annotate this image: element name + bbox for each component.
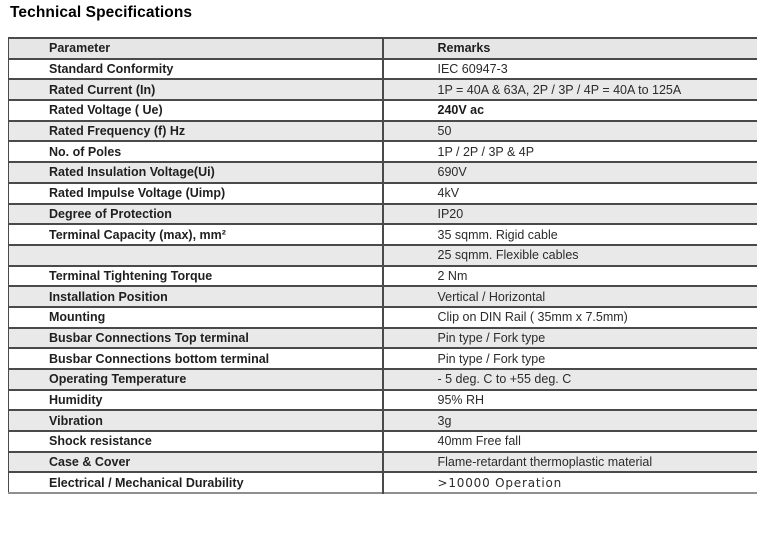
parameter-cell: Mounting: [8, 306, 384, 328]
table-row: Rated Insulation Voltage(Ui) 690V: [8, 162, 757, 183]
parameter-cell: Standard Conformity: [8, 58, 384, 80]
table-row: Vibration 3g: [8, 410, 757, 432]
table-row: Busbar Connections bottom terminal Pin ty…: [8, 348, 757, 369]
parameter-cell: Rated Insulation Voltage(Ui): [8, 162, 384, 183]
parameter-cell: Installation Position: [8, 286, 384, 307]
remark-cell: 690V: [437, 165, 467, 180]
table-row: Terminal Tightening Torque 2 Nm: [8, 265, 757, 287]
remark-cell: Clip on DIN Rail ( 35mm x 7.5mm): [437, 310, 628, 325]
parameter-cell: Humidity: [8, 389, 384, 411]
parameter-cell: Rated Impulse Voltage (Uimp): [8, 182, 384, 204]
parameter-cell: Operating Temperature: [8, 369, 384, 390]
table-row: Rated Impulse Voltage (Uimp) 4kV: [8, 182, 757, 204]
table-row: Rated Voltage ( Ue) 240V ac: [8, 100, 757, 121]
specifications-table: Parameter Remarks Standard Conformity IEC…: [8, 37, 757, 495]
parameter-cell: Electrical / Mechanical Durability: [8, 472, 384, 494]
column-header-parameter: Parameter: [8, 38, 384, 59]
remark-cell: - 5 deg. C to +55 deg. C: [437, 372, 572, 387]
page-title: Technical Specifications: [10, 4, 193, 21]
table-header-row: Parameter Remarks: [8, 38, 757, 59]
table-row: 25 sqmm. Flexible cables: [8, 244, 757, 266]
remark-cell: Pin type / Fork type: [437, 330, 546, 345]
parameter-cell: [8, 244, 384, 266]
table-row: Installation Position Vertical / Horizont…: [8, 286, 757, 307]
parameter-cell: Rated Frequency (f) Hz: [8, 120, 384, 142]
remark-cell: 50: [437, 124, 452, 139]
remark-cell: IP20: [437, 206, 464, 221]
remark-cell: 40mm Free fall: [437, 434, 521, 449]
remark-cell: Flame-retardant thermoplastic material: [437, 455, 653, 470]
parameter-cell: Degree of Protection: [8, 203, 384, 225]
parameter-cell: Shock resistance: [8, 431, 384, 452]
remark-cell: 2 Nm: [437, 268, 468, 283]
remark-cell: 3g: [437, 413, 452, 428]
table-row: Humidity 95% RH: [8, 389, 757, 411]
remark-cell: 1P / 2P / 3P & 4P: [437, 144, 535, 159]
remark-cell: >10000 Operation: [437, 475, 563, 490]
column-header-remarks: Remarks: [437, 41, 491, 56]
parameter-cell: Terminal Tightening Torque: [8, 265, 384, 287]
parameter-cell: No. of Poles: [8, 141, 384, 163]
parameter-cell: Busbar Connections bottom terminal: [8, 348, 384, 369]
table-row: Terminal Capacity (max), mm² 35 sqmm. Rig…: [8, 224, 757, 245]
remark-cell: Vertical / Horizontal: [437, 289, 546, 304]
remark-cell: 25 sqmm. Flexible cables: [437, 248, 579, 263]
table-row: Operating Temperature - 5 deg. C to +55 d…: [8, 369, 757, 390]
remark-cell: Pin type / Fork type: [437, 351, 546, 366]
remark-cell: 35 sqmm. Rigid cable: [437, 227, 558, 242]
spec-table-body: Standard Conformity IEC 60947-3 Rated Curr…: [8, 58, 757, 494]
remark-cell: IEC 60947-3: [437, 62, 508, 77]
parameter-cell: Vibration: [8, 410, 384, 432]
table-row: Degree of Protection IP20: [8, 203, 757, 225]
parameter-cell: Rated Voltage ( Ue): [8, 100, 384, 121]
table-row: Standard Conformity IEC 60947-3: [8, 58, 757, 80]
table-row: Busbar Connections Top terminal Pin type …: [8, 327, 757, 349]
parameter-cell: Terminal Capacity (max), mm²: [8, 224, 384, 245]
table-row: Rated Current (In) 1P = 40A & 63A, 2P / 3…: [8, 79, 757, 101]
parameter-cell: Case & Cover: [8, 451, 384, 473]
remark-cell: 240V ac: [437, 103, 485, 118]
parameter-cell: Rated Current (In): [8, 79, 384, 101]
parameter-cell: Busbar Connections Top terminal: [8, 327, 384, 349]
table-row: Rated Frequency (f) Hz 50: [8, 120, 757, 142]
table-row: Mounting Clip on DIN Rail ( 35mm x 7.5mm): [8, 306, 757, 328]
table-row: Case & Cover Flame-retardant thermoplasti…: [8, 451, 757, 473]
table-row: Electrical / Mechanical Durability >10000…: [8, 472, 757, 494]
table-row: No. of Poles 1P / 2P / 3P & 4P: [8, 141, 757, 163]
table-row: Shock resistance 40mm Free fall: [8, 431, 757, 452]
remark-cell: 4kV: [437, 186, 460, 201]
remark-cell: 95% RH: [437, 393, 485, 408]
remark-cell: 1P = 40A & 63A, 2P / 3P / 4P = 40A to 12…: [437, 82, 682, 97]
